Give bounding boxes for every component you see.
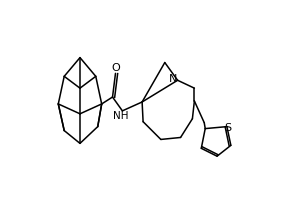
Text: NH: NH	[113, 111, 128, 121]
Text: S: S	[224, 123, 232, 133]
Text: N: N	[169, 74, 177, 84]
Text: O: O	[111, 63, 120, 73]
